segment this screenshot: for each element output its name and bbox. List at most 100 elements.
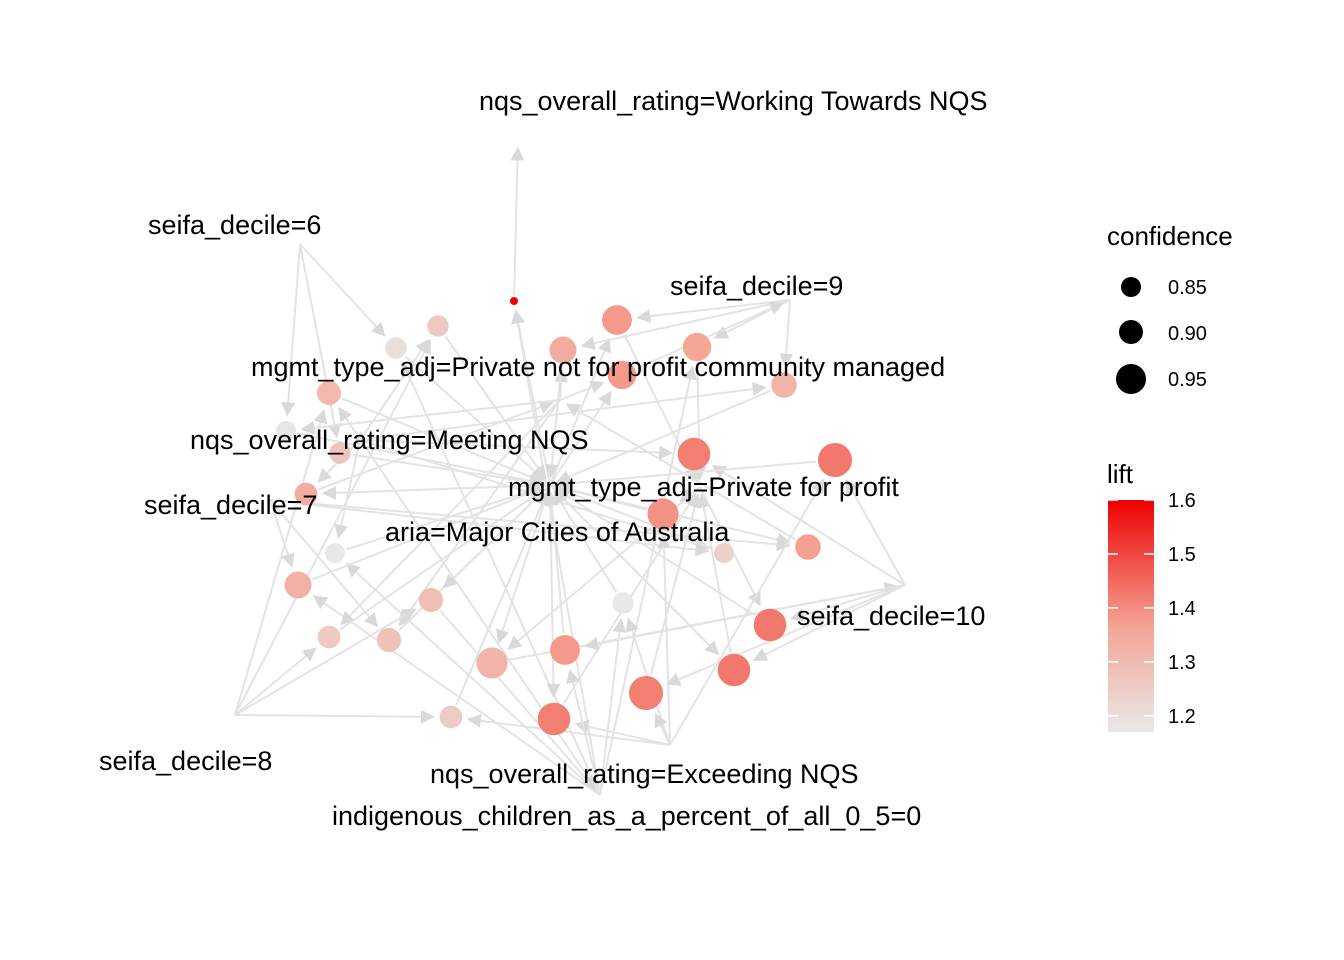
rule-node[interactable] (612, 592, 634, 614)
edge-lhs (466, 713, 671, 746)
edge-rhs (556, 389, 771, 484)
item-label: seifa_decile=10 (797, 601, 985, 631)
edge-rhs (318, 400, 554, 491)
edge-lhs (269, 499, 295, 568)
edge-rhs (553, 490, 618, 593)
edge-lhs (657, 534, 672, 746)
edge-lhs (510, 309, 601, 796)
edge-lhs (665, 584, 906, 686)
rule-node[interactable] (276, 421, 296, 441)
edge-lhs (711, 464, 906, 586)
rule-node[interactable] (753, 608, 787, 642)
edge-lhs (359, 439, 674, 460)
edge-rhs (341, 397, 544, 484)
legend-confidence-label: 0.90 (1168, 323, 1207, 345)
legend-confidence-dot-small (1121, 277, 1141, 297)
edge-rhs (544, 491, 565, 634)
edge-lhs (269, 499, 791, 552)
edge-lhs (559, 380, 605, 401)
rule-node[interactable] (329, 442, 351, 464)
rule-node[interactable] (385, 337, 407, 359)
edge-lhs (281, 243, 301, 417)
rule-node[interactable] (629, 676, 663, 710)
item-label: indigenous_children_as_a_percent_of_all_… (332, 801, 921, 831)
edge-rhs (339, 488, 545, 631)
edge-rhs (455, 491, 549, 706)
edge-lhs (345, 562, 601, 796)
rule-node[interactable] (602, 305, 632, 335)
rule-node[interactable] (317, 625, 341, 649)
edge-rhs (297, 432, 544, 488)
edge-lhs (443, 484, 551, 589)
item-label: seifa_decile=9 (670, 271, 843, 301)
rule-node[interactable] (418, 587, 444, 613)
rule-node[interactable] (427, 315, 449, 337)
rule-node[interactable] (316, 380, 342, 406)
item-label: mgmt_type_adj=Private not for profit com… (251, 352, 945, 382)
legend-confidence-dot-large (1116, 364, 1146, 394)
legend-confidence: confidence 0.85 0.90 0.95 (1107, 221, 1233, 394)
rule-node[interactable] (677, 437, 711, 471)
rule-node[interactable] (439, 705, 463, 729)
edge-lhs (312, 595, 601, 796)
lift-tick-label: 1.4 (1168, 598, 1196, 620)
edge-rhs (312, 486, 544, 581)
edge-rhs (352, 453, 544, 489)
rule-node[interactable] (325, 543, 345, 563)
edge-lhs (636, 299, 791, 324)
item-label: nqs_overall_rating=Meeting NQS (190, 425, 588, 455)
legend-confidence-dot-medium (1119, 320, 1143, 344)
item-label: nqs_overall_rating=Working Towards NQS (479, 86, 988, 116)
edge-lhs (495, 484, 551, 644)
rule-node[interactable] (550, 635, 580, 665)
rule-node[interactable] (376, 627, 402, 653)
edge-lhs (779, 299, 794, 368)
rule-node[interactable] (818, 443, 852, 477)
lift-ticks: 1.6 1.5 1.4 1.3 1.2 (1108, 490, 1196, 728)
rule-node-layer (276, 297, 852, 736)
edge-lhs (845, 478, 906, 586)
lift-tick-label: 1.6 (1168, 490, 1196, 512)
edge-lhs (599, 618, 627, 796)
item-label: seifa_decile=7 (144, 490, 317, 520)
rule-node[interactable] (476, 647, 508, 679)
legend-lift-title: lift (1107, 459, 1134, 489)
rule-node[interactable] (717, 653, 751, 687)
edge-lhs (549, 390, 612, 486)
edge-rhs (649, 493, 702, 675)
item-label: seifa_decile=6 (148, 210, 321, 240)
rule-node[interactable] (714, 543, 734, 563)
lift-tick-label: 1.3 (1168, 652, 1196, 674)
rule-node[interactable] (537, 702, 571, 736)
rule-node[interactable] (607, 360, 637, 390)
lift-tick-label: 1.5 (1168, 544, 1196, 566)
edge-lhs (574, 719, 671, 746)
edge-lhs (669, 478, 825, 746)
rule-node[interactable] (682, 332, 712, 362)
edge-lhs (580, 299, 791, 350)
rule-node[interactable] (771, 372, 797, 398)
edge-rhs (555, 488, 756, 617)
rule-node[interactable] (549, 336, 577, 364)
edge-lhs (234, 409, 328, 716)
edge-rhs (556, 460, 817, 491)
edge-lhs (234, 339, 432, 716)
rule-node[interactable] (647, 498, 679, 530)
rule-node[interactable] (294, 482, 318, 506)
edge-lhs (340, 399, 561, 626)
edge-lhs (234, 709, 436, 724)
rule-node[interactable] (284, 571, 312, 599)
legend-confidence-label: 0.95 (1168, 369, 1207, 391)
item-label: nqs_overall_rating=Exceeding NQS (430, 759, 859, 789)
rule-node[interactable] (795, 534, 821, 560)
rule-node[interactable] (510, 297, 518, 305)
edge-rhs (439, 610, 596, 791)
item-label: seifa_decile=8 (99, 746, 272, 776)
edge-rhs (565, 403, 796, 541)
edge-lhs (546, 484, 561, 699)
edge-lhs (299, 243, 386, 337)
item-label: aria=Major Cities of Australia (385, 517, 730, 547)
edge-rhs (636, 302, 784, 370)
edge-lhs (334, 439, 361, 539)
